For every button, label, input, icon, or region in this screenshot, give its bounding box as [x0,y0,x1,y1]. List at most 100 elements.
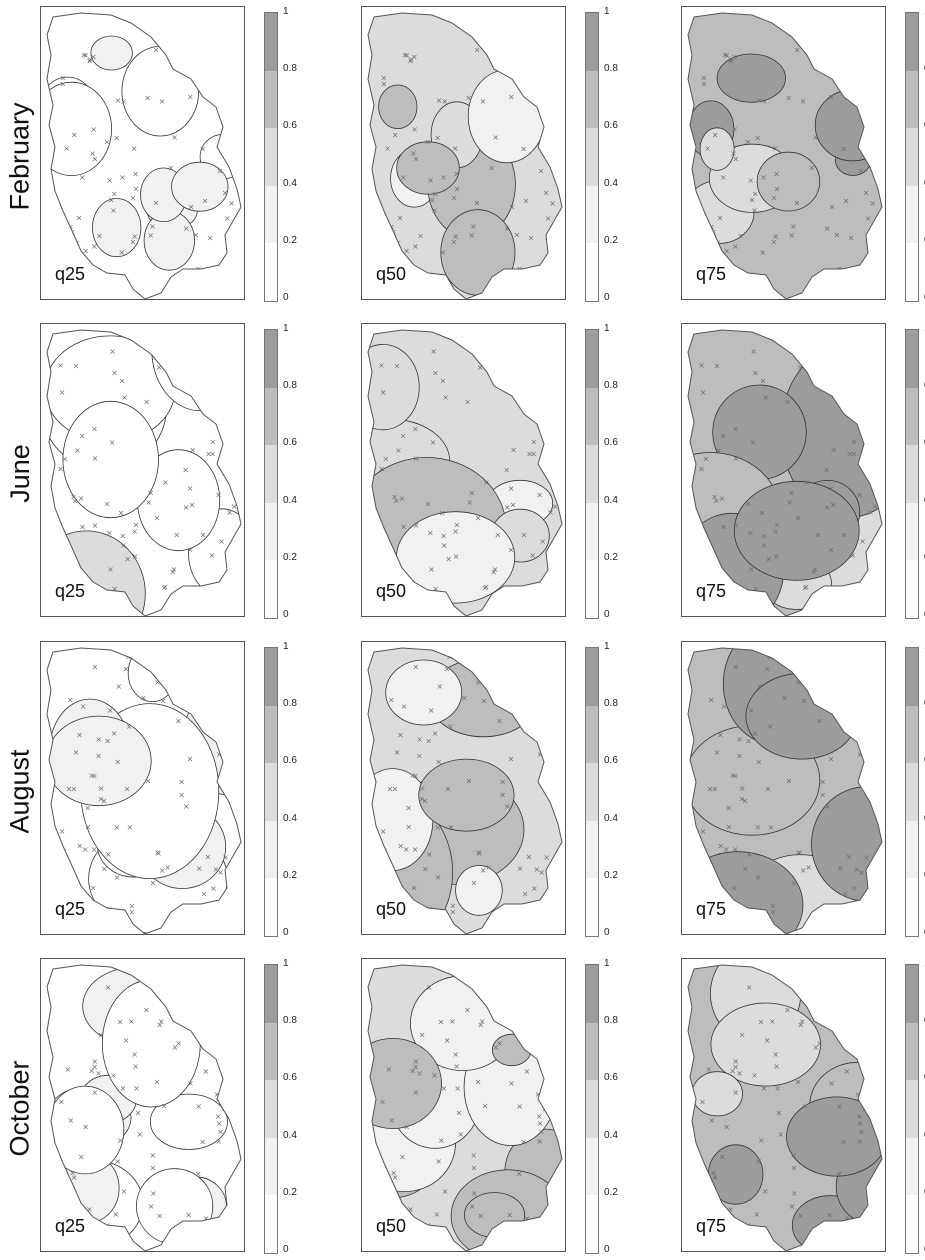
colorbar [905,647,919,937]
colorbar-tick-label: 0 [604,292,610,303]
station-marker: × [433,1210,440,1219]
station-marker: × [224,114,231,123]
probability-map: ××××××××××××××××××××××××××××××××××××××××… [367,647,563,934]
station-marker: × [62,229,69,238]
contour-region [515,13,562,72]
station-marker: × [59,827,66,836]
station-marker: × [475,848,482,857]
country-outline [46,12,242,299]
station-marker: × [379,1098,386,1107]
station-marker: × [512,26,519,35]
station-marker: × [202,1227,209,1236]
station-marker: × [527,368,534,377]
station-marker: × [742,864,749,873]
station-marker: × [496,1039,503,1048]
station-marker: × [813,1043,820,1052]
station-marker: × [114,823,121,832]
station-marker: × [471,1164,478,1173]
station-marker: × [802,584,809,593]
station-marker: × [216,750,223,759]
station-marker: × [725,277,732,286]
colorbar-tick-label: 0.2 [604,551,618,563]
station-marker: × [712,131,719,140]
station-marker: × [513,366,520,375]
station-marker: × [60,80,67,89]
station-marker: × [510,446,517,455]
station-marker: × [435,873,442,882]
station-marker: × [101,864,108,873]
station-marker: × [392,784,399,793]
station-marker: × [464,398,471,407]
map-frame: × × × × × × × × × × × × × × × × × × × × × × × × × × × × × × × × × × × × × × × ×… [361,641,566,935]
station-marker: × [521,676,528,685]
station-marker: × [108,195,115,204]
station-marker: × [794,199,801,208]
station-marker: × [529,551,536,560]
station-marker: × [520,1138,527,1147]
station-marker: × [206,368,213,377]
station-marker: × [105,983,112,992]
station-marker: × [800,866,807,875]
station-marker: × [380,827,387,836]
station-marker: × [143,398,150,407]
station-marker: × [723,1123,730,1132]
station-marker: × [444,1036,451,1045]
station-marker: × [159,97,166,106]
station-marker: × [833,1023,840,1032]
station-marker: × [438,1136,445,1145]
station-marker: × [464,1005,471,1014]
colorbar-segment [265,1022,277,1081]
station-marker: × [828,484,835,493]
station-marker: × [397,730,404,739]
station-marker: × [150,1164,157,1173]
station-marker: × [156,1211,163,1220]
station-marker: × [869,199,876,208]
station-marker: × [72,496,79,505]
station-marker: × [149,1151,156,1160]
station-marker: × [175,717,182,726]
colorbar-tick-label: 0.8 [283,698,297,710]
station-marker: × [390,1169,397,1178]
station-marker: × [739,794,746,803]
station-marker: × [388,695,395,704]
station-marker: × [732,242,739,251]
station-marker: × [745,137,752,146]
station-marker: × [223,762,230,771]
row-label-october: October [0,958,40,1258]
colorbar-tick-label: 0.8 [604,1015,618,1027]
station-marker: × [739,784,746,793]
station-marker: × [82,246,89,255]
station-marker: × [428,706,435,715]
station-marker: × [774,184,781,193]
colorbar [264,329,278,619]
station-marker: × [189,500,196,509]
station-marker: × [774,521,781,530]
station-marker: × [416,752,423,761]
station-marker: × [851,702,858,711]
station-marker: × [742,797,749,806]
station-marker: × [169,568,176,577]
station-marker: × [394,361,401,370]
probability-map: ××××××××××××××××××××××××××××××××××××××××… [367,329,563,616]
station-marker: × [836,1102,843,1111]
station-marker: × [508,754,515,763]
station-marker: × [92,663,99,672]
station-marker: × [425,500,432,509]
contour-region [494,14,537,47]
station-marker: × [201,890,208,899]
station-marker: × [147,231,154,240]
station-marker: × [717,730,724,739]
station-marker: × [231,502,238,511]
station-marker: × [863,28,870,37]
station-marker: × [450,901,457,910]
station-marker: × [435,1157,442,1166]
probability-map: ××××××××××××××××××××××××××××××××××××××××… [367,964,563,1251]
station-marker: × [824,802,831,811]
station-marker: × [461,693,468,702]
station-marker: × [824,503,831,512]
station-marker: × [698,361,705,370]
colorbar-tick-label: 0 [604,927,610,938]
colorbar-segment [586,330,598,388]
station-marker: × [510,500,517,509]
station-marker: × [407,57,414,66]
